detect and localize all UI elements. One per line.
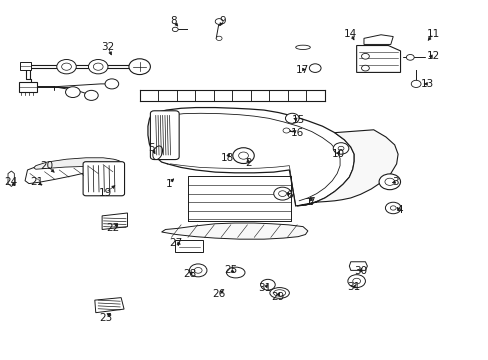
Text: 28: 28 xyxy=(183,269,196,279)
Polygon shape xyxy=(25,158,122,184)
Circle shape xyxy=(385,202,400,214)
Circle shape xyxy=(273,187,291,200)
Text: 2: 2 xyxy=(244,158,251,168)
Circle shape xyxy=(285,113,299,123)
Ellipse shape xyxy=(273,290,285,296)
Circle shape xyxy=(278,191,286,197)
Circle shape xyxy=(65,87,80,98)
Text: 32: 32 xyxy=(101,42,114,52)
Text: 17: 17 xyxy=(295,64,308,75)
Text: 31: 31 xyxy=(258,283,271,293)
Polygon shape xyxy=(297,130,397,206)
Circle shape xyxy=(129,59,150,75)
Text: 23: 23 xyxy=(99,313,112,323)
Text: 18: 18 xyxy=(221,153,234,163)
Circle shape xyxy=(361,65,368,71)
Circle shape xyxy=(406,54,413,60)
Circle shape xyxy=(352,278,360,284)
Circle shape xyxy=(189,264,206,277)
Text: 26: 26 xyxy=(212,289,225,299)
Ellipse shape xyxy=(226,267,244,278)
Circle shape xyxy=(347,275,365,288)
Circle shape xyxy=(260,279,275,290)
Circle shape xyxy=(384,178,394,185)
Text: 29: 29 xyxy=(270,292,284,302)
Polygon shape xyxy=(363,35,392,44)
Text: 16: 16 xyxy=(290,128,303,138)
Polygon shape xyxy=(8,171,14,186)
Polygon shape xyxy=(102,213,127,229)
Circle shape xyxy=(105,79,119,89)
Polygon shape xyxy=(348,262,366,270)
Circle shape xyxy=(332,143,348,154)
Polygon shape xyxy=(161,223,307,239)
Circle shape xyxy=(57,59,76,74)
Circle shape xyxy=(378,174,400,190)
Circle shape xyxy=(361,53,368,59)
FancyBboxPatch shape xyxy=(83,162,124,196)
Text: 4: 4 xyxy=(395,206,402,216)
Text: 20: 20 xyxy=(41,161,54,171)
Circle shape xyxy=(309,64,321,72)
Ellipse shape xyxy=(295,45,310,49)
Text: 25: 25 xyxy=(224,265,237,275)
Text: 27: 27 xyxy=(169,238,183,248)
Circle shape xyxy=(88,59,108,74)
Text: 9: 9 xyxy=(219,17,225,27)
Text: 14: 14 xyxy=(344,29,357,39)
Circle shape xyxy=(172,27,178,32)
Text: 30: 30 xyxy=(353,266,366,276)
Circle shape xyxy=(93,63,103,70)
Circle shape xyxy=(410,80,420,87)
Polygon shape xyxy=(95,298,124,313)
Text: 13: 13 xyxy=(420,79,433,89)
Circle shape xyxy=(84,90,98,100)
Ellipse shape xyxy=(269,288,289,298)
Text: 7: 7 xyxy=(308,197,314,207)
Polygon shape xyxy=(34,158,119,169)
Text: 8: 8 xyxy=(170,17,177,27)
Text: 21: 21 xyxy=(31,177,44,187)
Circle shape xyxy=(337,146,343,150)
Text: 1: 1 xyxy=(165,179,172,189)
Circle shape xyxy=(283,128,289,133)
Circle shape xyxy=(194,267,202,273)
Polygon shape xyxy=(19,82,37,92)
Text: 12: 12 xyxy=(426,51,439,61)
Circle shape xyxy=(215,19,223,24)
Circle shape xyxy=(389,206,395,210)
Text: 24: 24 xyxy=(4,177,17,187)
Text: 15: 15 xyxy=(291,115,304,125)
Circle shape xyxy=(232,148,254,163)
Text: 5: 5 xyxy=(148,143,155,153)
FancyBboxPatch shape xyxy=(150,111,179,159)
Circle shape xyxy=(238,152,248,159)
Polygon shape xyxy=(356,45,400,72)
Text: 3: 3 xyxy=(391,177,398,187)
Polygon shape xyxy=(20,62,31,69)
Circle shape xyxy=(216,36,222,41)
Text: 6: 6 xyxy=(285,190,292,200)
Text: 22: 22 xyxy=(106,224,119,233)
Text: 11: 11 xyxy=(426,29,439,39)
Text: 31: 31 xyxy=(347,282,360,292)
Polygon shape xyxy=(175,240,203,252)
Circle shape xyxy=(61,63,71,70)
Text: 19: 19 xyxy=(99,188,112,198)
Text: 10: 10 xyxy=(331,149,344,159)
